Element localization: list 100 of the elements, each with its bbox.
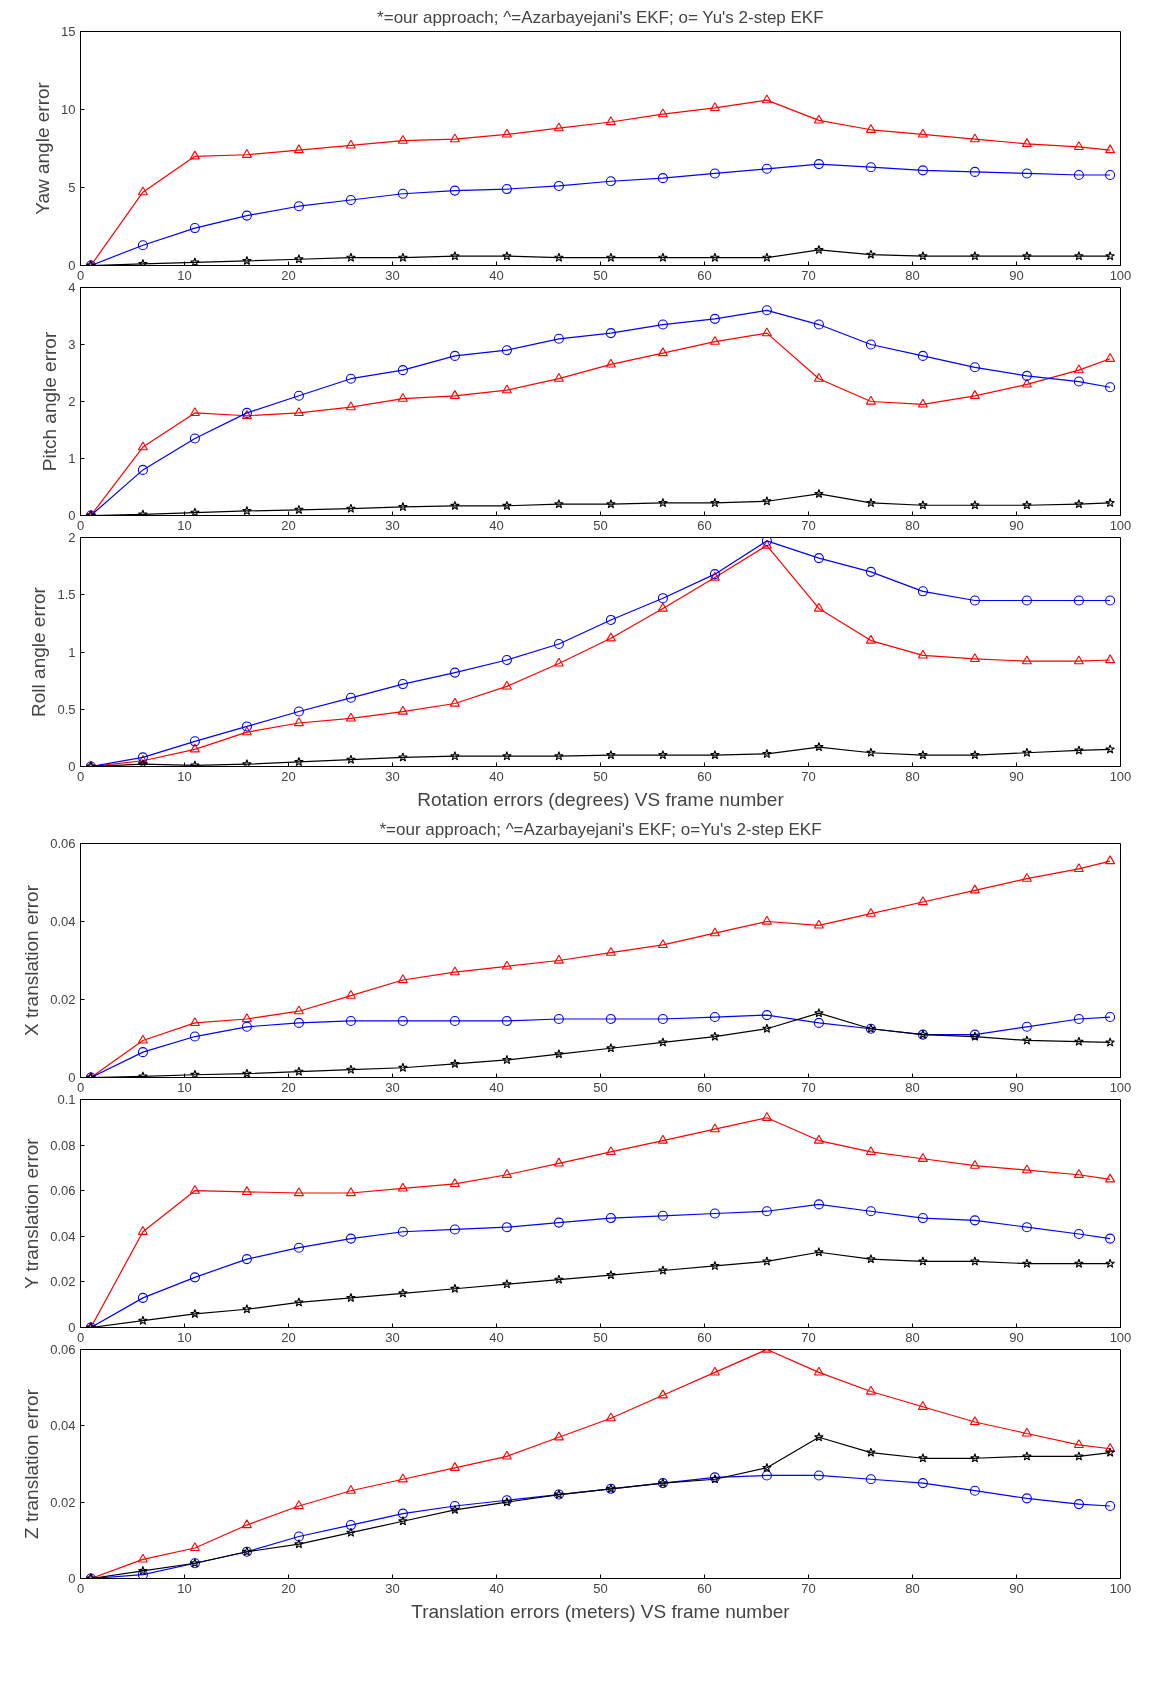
x-tick-label: 70 bbox=[801, 768, 816, 784]
point bbox=[605, 632, 616, 642]
point bbox=[1074, 1451, 1084, 1461]
point bbox=[761, 163, 772, 174]
point bbox=[449, 390, 460, 399]
point bbox=[865, 634, 876, 644]
point bbox=[398, 752, 408, 762]
x-tick-label: 30 bbox=[385, 1329, 400, 1345]
point bbox=[1021, 138, 1032, 147]
point bbox=[1105, 353, 1116, 362]
y-tick-label: 2 bbox=[68, 394, 76, 409]
point bbox=[657, 939, 668, 949]
point bbox=[137, 1047, 148, 1058]
y-axis-title: Y translation error bbox=[21, 1137, 43, 1289]
point bbox=[657, 1210, 668, 1221]
point bbox=[1022, 1035, 1032, 1045]
point bbox=[293, 407, 304, 417]
point bbox=[970, 500, 980, 510]
x-tick-label: 10 bbox=[177, 267, 192, 283]
point bbox=[709, 102, 720, 112]
point bbox=[554, 751, 564, 761]
point bbox=[762, 748, 772, 759]
point bbox=[398, 1062, 408, 1072]
point bbox=[1073, 863, 1084, 872]
point bbox=[449, 1462, 460, 1471]
point bbox=[813, 1470, 824, 1481]
x-tick-label: 60 bbox=[697, 1580, 712, 1596]
point bbox=[501, 1168, 512, 1178]
x-tick-label: 40 bbox=[489, 267, 504, 283]
point bbox=[501, 384, 512, 394]
point bbox=[293, 201, 304, 212]
point bbox=[605, 946, 616, 956]
point bbox=[709, 1012, 720, 1023]
point bbox=[397, 1473, 408, 1483]
point bbox=[189, 150, 200, 160]
x-tick-label: 50 bbox=[593, 1079, 608, 1095]
y-tick-label: 0.06 bbox=[50, 1342, 76, 1357]
x-tick-label: 20 bbox=[281, 1580, 296, 1596]
point bbox=[1021, 378, 1032, 388]
point bbox=[449, 133, 460, 143]
point bbox=[501, 1222, 512, 1233]
point bbox=[397, 1015, 408, 1026]
point bbox=[657, 1013, 668, 1025]
point bbox=[241, 1254, 252, 1265]
x-tick-label: 70 bbox=[801, 1580, 816, 1596]
x-tick-label: 10 bbox=[177, 1329, 192, 1345]
point bbox=[917, 649, 928, 659]
point bbox=[398, 1288, 408, 1298]
point bbox=[502, 1279, 512, 1289]
point bbox=[449, 1178, 460, 1188]
point bbox=[242, 759, 252, 767]
point bbox=[501, 680, 512, 690]
point bbox=[346, 754, 356, 764]
point bbox=[813, 1199, 824, 1210]
point bbox=[761, 1470, 772, 1481]
point bbox=[345, 692, 356, 703]
point bbox=[865, 124, 876, 133]
x-tick-label: 60 bbox=[697, 267, 712, 283]
point bbox=[969, 1485, 980, 1496]
y-tick-label: 0.1 bbox=[57, 1092, 76, 1107]
x-tick-label: 20 bbox=[281, 1329, 296, 1345]
point bbox=[710, 497, 720, 508]
point bbox=[398, 501, 408, 512]
x-tick-label: 10 bbox=[177, 1580, 192, 1596]
point bbox=[917, 165, 928, 176]
point bbox=[762, 1023, 772, 1033]
point bbox=[190, 1308, 200, 1319]
point bbox=[969, 362, 980, 373]
point bbox=[189, 407, 200, 417]
x-tick-label: 80 bbox=[905, 517, 920, 533]
point bbox=[449, 1224, 460, 1235]
point bbox=[293, 1500, 304, 1510]
point bbox=[397, 1182, 408, 1192]
x-tick-label: 30 bbox=[385, 517, 400, 533]
point bbox=[294, 1297, 304, 1307]
y-axis-title: X translation error bbox=[21, 884, 43, 1036]
y-tick-label: 0.02 bbox=[50, 992, 76, 1007]
point bbox=[241, 1519, 252, 1529]
y-tick-label: 15 bbox=[61, 24, 76, 39]
y-tick-label: 0.04 bbox=[50, 1228, 76, 1244]
x-tick-label: 80 bbox=[905, 1079, 920, 1095]
point bbox=[1105, 1258, 1115, 1268]
x-tick-label: 100 bbox=[1109, 1580, 1132, 1596]
point bbox=[242, 1068, 252, 1078]
x-tick-label: 80 bbox=[905, 1329, 920, 1345]
point bbox=[137, 464, 148, 475]
point bbox=[762, 252, 772, 262]
y-axis-title: Yaw angle error bbox=[32, 81, 54, 215]
point bbox=[501, 1450, 512, 1460]
point bbox=[606, 499, 616, 509]
point bbox=[138, 509, 148, 516]
x-tick-label: 40 bbox=[489, 1580, 504, 1596]
point bbox=[762, 1462, 772, 1473]
point bbox=[917, 586, 928, 597]
point bbox=[813, 602, 824, 612]
point bbox=[865, 907, 876, 917]
point bbox=[241, 721, 252, 732]
y-tick-label: 4 bbox=[68, 280, 76, 295]
point bbox=[241, 210, 252, 221]
point bbox=[189, 223, 200, 234]
